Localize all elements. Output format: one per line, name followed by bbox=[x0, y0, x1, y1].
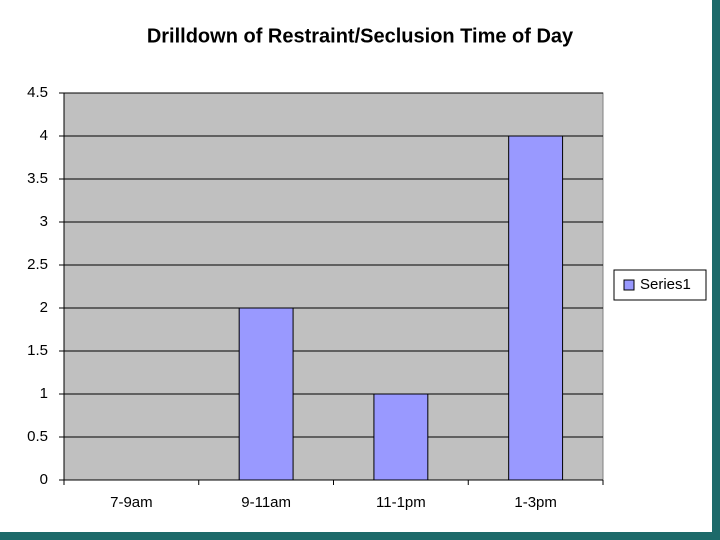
bar bbox=[373, 393, 429, 481]
legend-label: Series1 bbox=[640, 276, 691, 293]
bar bbox=[508, 135, 564, 481]
y-tick-label: 0.5 bbox=[27, 428, 48, 445]
y-tick-label: 0 bbox=[40, 471, 48, 488]
x-tick-label: 7-9am bbox=[110, 494, 153, 511]
y-tick-label: 1 bbox=[40, 385, 48, 402]
bar bbox=[238, 307, 294, 481]
y-tick-label: 3.5 bbox=[27, 170, 48, 187]
x-tick-label: 11-1pm bbox=[376, 494, 426, 511]
y-tick-label: 4 bbox=[40, 127, 48, 144]
chart-title: Drilldown of Restraint/Seclusion Time of… bbox=[147, 25, 574, 47]
y-tick-label: 4.5 bbox=[27, 84, 48, 101]
y-tick-label: 2 bbox=[40, 299, 48, 316]
y-tick-label: 1.5 bbox=[27, 342, 48, 359]
y-tick-label: 3 bbox=[40, 213, 48, 230]
x-tick-label: 9-11am bbox=[241, 494, 291, 511]
legend-swatch bbox=[623, 279, 635, 291]
y-tick-label: 2.5 bbox=[27, 256, 48, 273]
x-tick-label: 1-3pm bbox=[514, 494, 557, 511]
